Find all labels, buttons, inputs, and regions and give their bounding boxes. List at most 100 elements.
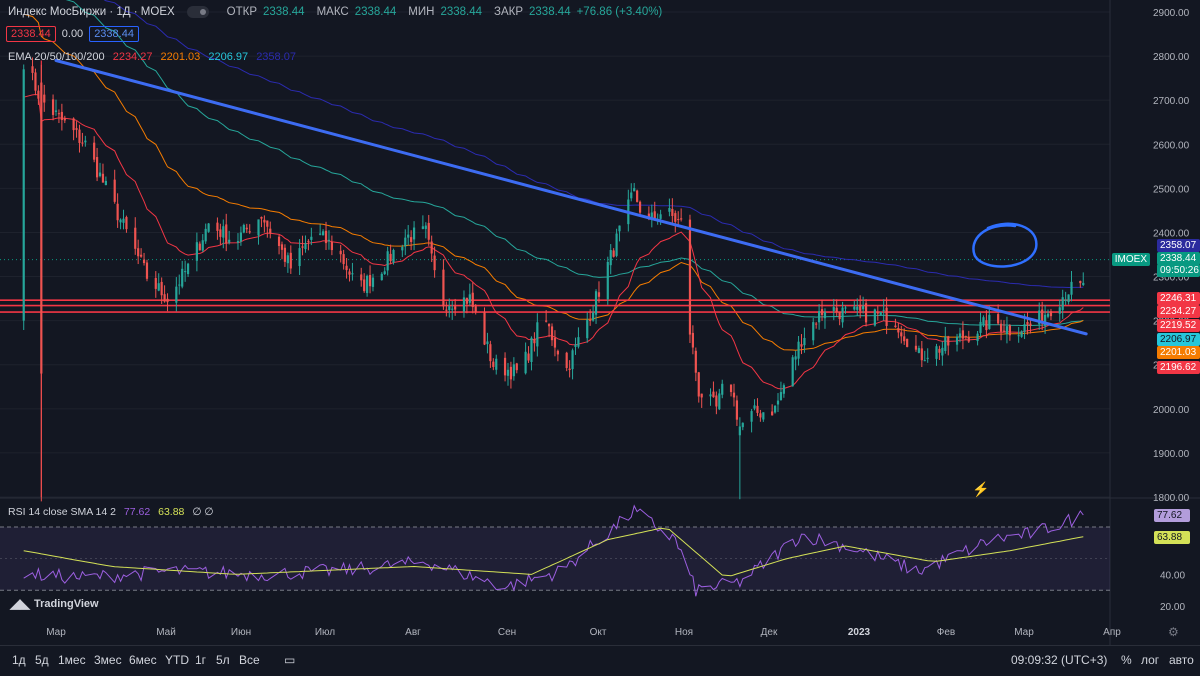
tradingview-logo[interactable]: ◢◣ TradingView	[10, 596, 99, 612]
interval-7[interactable]: 5л	[216, 653, 230, 667]
candle-body	[433, 255, 436, 271]
interval-0[interactable]: 1д	[12, 653, 26, 667]
rsi-pane	[0, 504, 1110, 597]
candle-body	[454, 306, 457, 310]
time-tick-label: Дек	[761, 627, 778, 638]
candle-body	[1038, 310, 1041, 325]
candle-body	[140, 254, 143, 257]
interval-5[interactable]: YTD	[165, 653, 189, 667]
price-tag: 2201.03	[1157, 346, 1200, 359]
candle-body	[530, 337, 533, 363]
candle-body	[134, 227, 137, 249]
date-range-icon[interactable]: ▭	[284, 653, 296, 667]
candle-body	[574, 344, 577, 347]
price-tick-label: 2400.00	[1153, 228, 1190, 239]
candle-body	[427, 222, 430, 240]
candle-body	[823, 312, 827, 319]
candle-body	[113, 179, 116, 202]
candle-body	[201, 240, 204, 251]
candle-body	[363, 279, 366, 292]
eye-icon[interactable]	[186, 6, 209, 18]
candle-body	[342, 254, 345, 265]
candle-body	[997, 314, 1000, 324]
candle-body	[304, 243, 307, 250]
candle-body	[489, 344, 492, 362]
candle-body	[310, 236, 313, 240]
candle-body	[207, 223, 210, 232]
candle-body	[81, 142, 84, 144]
candle-body	[856, 306, 859, 310]
candle-body	[797, 341, 800, 359]
auto-toggle[interactable]: авто	[1169, 653, 1194, 667]
candle-body	[680, 218, 683, 220]
candle-body	[75, 128, 78, 130]
interval-3[interactable]: 3мес	[94, 653, 122, 667]
candle-body	[688, 219, 692, 335]
sell-button[interactable]: 2338.44	[6, 26, 56, 42]
candle-body	[958, 333, 962, 338]
interval-8[interactable]: Все	[239, 653, 260, 667]
candle-body	[750, 411, 753, 422]
candle-body	[762, 412, 765, 420]
trendline[interactable]	[54, 59, 1088, 336]
candle-body	[298, 248, 301, 267]
time-tick-label: Фев	[937, 627, 955, 638]
candle-body	[955, 336, 959, 345]
interval-1[interactable]: 5д	[35, 653, 49, 667]
candle-body	[34, 72, 37, 91]
candle-body	[832, 307, 835, 311]
time-tick-label: Июн	[231, 627, 251, 638]
rsi-tag: 77.62	[1154, 509, 1190, 522]
time-axis[interactable]: Мар Май Июн Июл Авг Сен Окт Ноя Дек 2023 Фев Мар Апр…	[46, 625, 1179, 639]
candle-body	[721, 383, 724, 395]
low-value: 2338.44	[440, 6, 483, 18]
grid	[0, 0, 1200, 645]
candle-body	[228, 239, 231, 243]
candle-body	[700, 393, 703, 398]
ema-legend[interactable]: EMA 20/50/100/200 2234.27 2201.03 2206.9…	[8, 51, 301, 63]
symbol-title[interactable]: Индекс МосБиржи · 1Д · MOEX	[8, 6, 175, 18]
candle-body	[941, 347, 944, 356]
price-tick-label: 1800.00	[1153, 493, 1190, 504]
interval-6[interactable]: 1г	[195, 653, 207, 667]
candle-body	[536, 322, 539, 347]
price-tag: 2338.44	[1157, 252, 1200, 265]
candle-body	[137, 248, 140, 257]
candle-body	[465, 297, 468, 304]
candle-body	[841, 307, 844, 323]
candle-body	[236, 241, 240, 243]
candle-body	[269, 228, 272, 234]
candle-body	[677, 219, 680, 221]
candle-body	[1008, 325, 1011, 336]
spread-value: 0.00	[61, 28, 84, 40]
tv-logo-icon: ◢◣	[10, 596, 30, 611]
candle-body	[51, 99, 55, 115]
candle-body	[1067, 294, 1070, 303]
ema20-line	[23, 93, 1084, 390]
interval-4[interactable]: 6мес	[129, 653, 157, 667]
rsi-legend[interactable]: RSI 14 close SMA 14 2 77.62 63.88 ∅ ∅	[8, 506, 219, 518]
candle-body	[527, 353, 530, 361]
candle-body	[351, 273, 354, 275]
candle-body	[694, 350, 697, 373]
candle-body	[753, 405, 756, 409]
candle-body	[283, 247, 287, 262]
annotation-circle[interactable]: ⚡	[972, 222, 1038, 498]
interval-2[interactable]: 1мес	[58, 653, 86, 667]
settings-gear-icon: ⚙	[1168, 625, 1179, 639]
candle-body	[782, 385, 785, 394]
candle-body	[1041, 309, 1044, 324]
candle-body	[592, 312, 595, 321]
candle-body	[791, 357, 794, 387]
candle-body	[838, 311, 841, 320]
candle-body	[98, 172, 102, 177]
rsi-tick-label: 40.00	[1160, 570, 1185, 581]
clock[interactable]: 09:09:32 (UTC+3)	[1011, 653, 1108, 667]
log-toggle[interactable]: лог	[1141, 653, 1160, 667]
candle-body	[424, 225, 427, 229]
candle-body	[630, 192, 633, 199]
percent-toggle[interactable]: %	[1121, 653, 1132, 667]
rsi-tag: 63.88	[1154, 531, 1190, 544]
buy-button[interactable]: 2338.44	[89, 26, 139, 42]
